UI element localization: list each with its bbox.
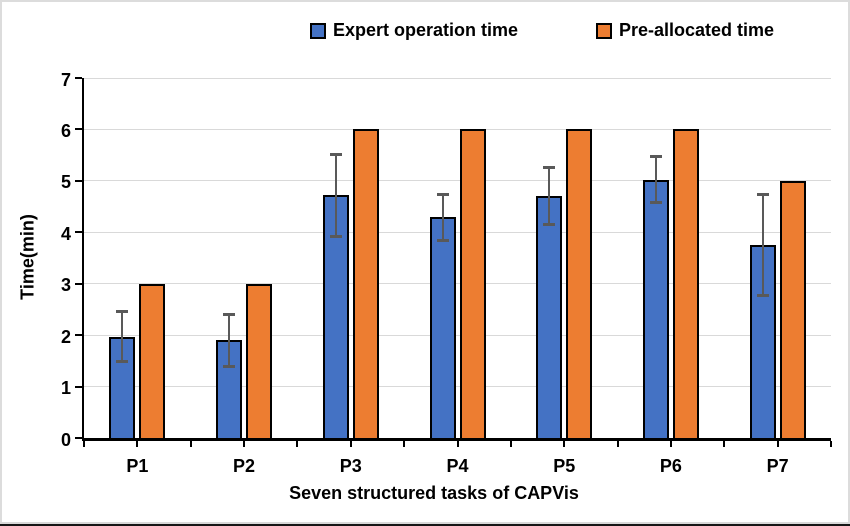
error-bar-cap-bottom-P2 — [223, 365, 236, 369]
x-category-label-P2: P2 — [233, 456, 256, 476]
legend: Expert operation time Pre-allocated time — [0, 20, 850, 40]
x-tick-mark-13 — [776, 441, 779, 447]
error-bar-line-P7 — [761, 193, 764, 296]
legend-item-expert-operation-time: Expert operation time — [310, 20, 519, 40]
error-bar-line-P1 — [121, 310, 124, 363]
x-tick-mark-7 — [456, 441, 459, 447]
y-tick-label-5: 5 — [60, 172, 71, 193]
bar-preallocated-P7 — [779, 180, 806, 438]
error-bar-cap-top-P6 — [649, 155, 662, 159]
x-tick-mark-4 — [296, 441, 299, 447]
legend-swatch-expert-operation-time — [310, 23, 326, 39]
error-bar-cap-top-P4 — [436, 193, 449, 197]
x-tick-mark-12 — [723, 441, 726, 447]
y-tick-mark-3 — [75, 282, 82, 285]
plot-area — [75, 77, 832, 447]
error-bar-line-P3 — [334, 153, 337, 237]
y-tick-label-2: 2 — [60, 326, 71, 347]
y-tick-label-4: 4 — [60, 223, 71, 244]
x-tick-mark-3 — [243, 441, 246, 447]
bar-preallocated-P6 — [672, 129, 699, 438]
figure-bottom-gray-line — [0, 522, 850, 524]
y-tick-label-1: 1 — [60, 378, 71, 399]
y-tick-mark-0 — [75, 437, 82, 439]
bar-preallocated-P2 — [246, 283, 273, 438]
y-tick-label-6: 6 — [60, 120, 71, 141]
gridline-y4 — [84, 231, 831, 233]
y-tick-mark-4 — [75, 231, 82, 234]
gridline-y1 — [84, 386, 831, 388]
error-bar-line-P5 — [548, 166, 551, 225]
error-bar-cap-bottom-P3 — [329, 234, 342, 238]
x-tick-mark-9 — [563, 441, 566, 447]
bar-expert-P6 — [642, 179, 669, 438]
gridline-y7 — [84, 77, 831, 79]
gridline-y6 — [84, 128, 831, 130]
legend-label-expert-operation-time: Expert operation time — [333, 20, 519, 40]
legend-item-pre-allocated-time: Pre-allocated time — [596, 20, 775, 40]
error-bar-cap-bottom-P7 — [756, 293, 769, 297]
bar-expert-P5 — [536, 195, 563, 438]
error-bar-line-P4 — [441, 194, 444, 241]
bar-preallocated-P4 — [459, 129, 486, 438]
x-tick-mark-1 — [136, 441, 139, 447]
x-category-label-P6: P6 — [659, 456, 682, 476]
x-tick-mark-8 — [509, 441, 512, 447]
error-bar-cap-top-P5 — [543, 165, 556, 169]
bar-expert-P4 — [429, 217, 456, 438]
x-category-label-P3: P3 — [339, 456, 362, 476]
y-tick-label-0: 0 — [60, 429, 71, 450]
x-category-label-P1: P1 — [126, 456, 149, 476]
x-tick-mark-0 — [83, 441, 85, 447]
error-bar-cap-bottom-P5 — [543, 222, 556, 226]
y-tick-label-3: 3 — [60, 275, 71, 296]
x-tick-mark-10 — [616, 441, 619, 447]
y-tick-mark-7 — [75, 77, 82, 79]
error-bar-cap-top-P1 — [116, 309, 129, 313]
error-bar-cap-top-P2 — [223, 312, 236, 316]
y-tick-mark-5 — [75, 179, 82, 182]
x-tick-mark-5 — [349, 441, 352, 447]
bar-preallocated-P5 — [566, 129, 593, 438]
y-tick-label-7: 7 — [60, 69, 71, 90]
error-bar-line-P6 — [654, 156, 657, 204]
error-bar-line-P2 — [228, 313, 231, 368]
error-bar-cap-bottom-P4 — [436, 238, 449, 242]
y-tick-mark-2 — [75, 334, 82, 337]
gridline-y5 — [84, 180, 831, 182]
x-category-label-P5: P5 — [553, 456, 576, 476]
y-tick-mark-6 — [75, 128, 82, 131]
y-tick-mark-1 — [75, 385, 82, 388]
x-tick-mark-6 — [403, 441, 406, 447]
x-tick-mark-2 — [189, 441, 192, 447]
error-bar-cap-top-P7 — [756, 192, 769, 196]
x-tick-mark-11 — [669, 441, 672, 447]
gridline-y2 — [84, 334, 831, 336]
error-bar-cap-bottom-P1 — [116, 360, 129, 364]
x-tick-mark-14 — [830, 441, 832, 447]
bar-preallocated-P3 — [352, 129, 379, 438]
x-category-label-P7: P7 — [766, 456, 789, 476]
error-bar-cap-top-P3 — [329, 152, 342, 156]
legend-swatch-pre-allocated-time — [596, 23, 612, 39]
x-axis-title: Seven structured tasks of CAPVis — [289, 483, 579, 503]
x-category-label-P4: P4 — [446, 456, 469, 476]
legend-label-pre-allocated-time: Pre-allocated time — [619, 20, 775, 40]
bar-preallocated-P1 — [139, 283, 166, 438]
gridline-y3 — [84, 283, 831, 285]
figure-bottom-black-line — [0, 524, 850, 526]
error-bar-cap-bottom-P6 — [649, 201, 662, 205]
